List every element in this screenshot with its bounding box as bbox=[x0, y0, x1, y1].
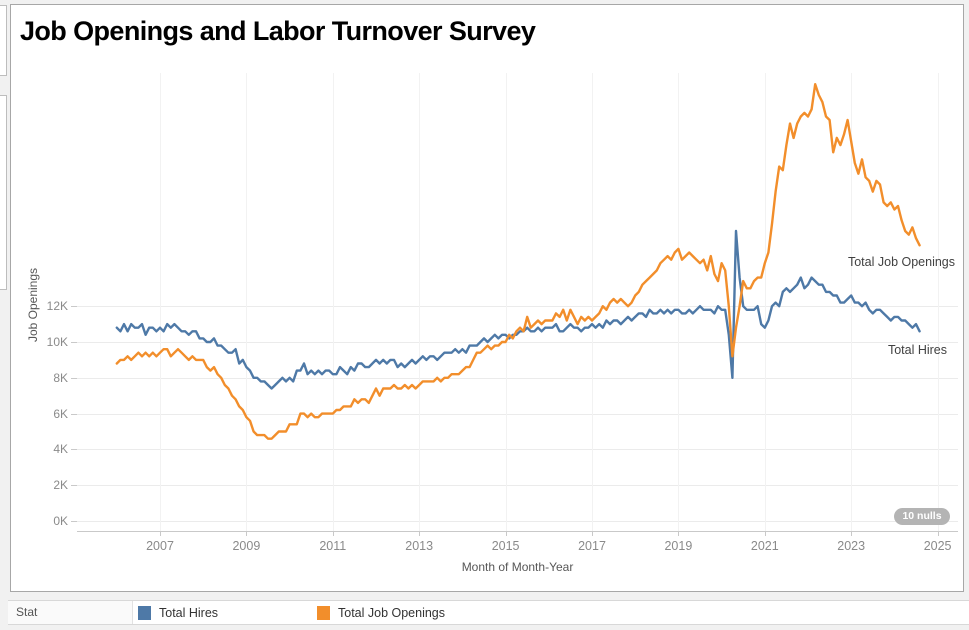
gridline-vertical bbox=[246, 73, 248, 531]
y-axis-tick-mark bbox=[71, 449, 77, 451]
gridline-vertical bbox=[592, 73, 593, 531]
legend-label: Total Hires bbox=[159, 605, 219, 620]
x-axis-tick-mark bbox=[851, 531, 853, 536]
x-axis-tick-label: 2023 bbox=[837, 539, 866, 553]
series-line-total-hires[interactable] bbox=[115, 229, 921, 390]
x-axis-tick-label: 2011 bbox=[319, 539, 347, 553]
series-line-total-job-openings[interactable] bbox=[115, 82, 921, 440]
y-axis-tick-mark bbox=[71, 521, 77, 522]
x-axis-tick-mark bbox=[937, 531, 939, 536]
y-axis-tick-mark bbox=[71, 306, 77, 308]
x-axis-tick-label: 2013 bbox=[405, 539, 434, 553]
chart-title: Job Openings and Labor Turnover Survey bbox=[20, 16, 536, 46]
x-axis-tick-mark bbox=[160, 531, 161, 536]
gridline-vertical bbox=[937, 73, 939, 531]
gridline-horizontal bbox=[77, 377, 958, 379]
y-axis-tick-mark bbox=[71, 485, 77, 487]
x-axis-tick-mark bbox=[505, 531, 507, 536]
y-axis-tick-label: 10K bbox=[46, 335, 68, 349]
gridline-horizontal bbox=[77, 413, 958, 415]
gridline-horizontal bbox=[77, 342, 958, 343]
legend-item-total-job-openings[interactable]: Total Job Openings bbox=[317, 601, 445, 624]
x-axis-line bbox=[77, 531, 958, 532]
gridline-vertical bbox=[851, 73, 853, 531]
gridline-horizontal bbox=[77, 521, 958, 522]
x-axis-tick-mark bbox=[764, 531, 766, 536]
x-axis-tick-label: 2007 bbox=[146, 539, 174, 553]
x-axis-tick-label: 2021 bbox=[750, 539, 779, 553]
y-axis-tick-label: 12K bbox=[46, 299, 68, 314]
legend-row: Stat Total Hires Total Job Openings bbox=[8, 600, 969, 625]
x-axis-tick-mark bbox=[419, 531, 421, 536]
y-axis-tick-mark bbox=[71, 413, 77, 415]
x-axis-title: Month of Month-Year bbox=[461, 560, 574, 574]
y-axis-tick-label: 2K bbox=[53, 478, 68, 493]
y-axis-tick-label: 0K bbox=[53, 514, 68, 528]
x-axis-tick-label: 2019 bbox=[664, 539, 693, 553]
legend-swatch bbox=[317, 605, 330, 620]
series-label-total-hires: Total Hires bbox=[887, 343, 947, 357]
x-axis-tick-mark bbox=[332, 531, 334, 536]
x-axis-tick-label: 2009 bbox=[232, 539, 261, 553]
null-indicator-badge[interactable]: 10 nulls bbox=[894, 508, 950, 525]
gridline-horizontal bbox=[77, 485, 958, 487]
x-axis-tick-label: 2017 bbox=[578, 539, 606, 553]
gridline-horizontal bbox=[77, 306, 958, 308]
x-axis-tick-label: 2025 bbox=[923, 539, 952, 553]
legend-label: Total Job Openings bbox=[338, 605, 446, 620]
left-panel-fragment-top bbox=[0, 5, 7, 76]
y-axis-tick-mark bbox=[71, 377, 77, 379]
legend-row-label: Stat bbox=[8, 601, 133, 624]
y-axis-title: Job Openings bbox=[26, 267, 40, 343]
gridline-horizontal bbox=[77, 449, 958, 451]
y-axis-tick-mark bbox=[71, 342, 77, 343]
y-axis-tick-label: 4K bbox=[53, 442, 68, 457]
x-axis-tick-mark bbox=[678, 531, 680, 536]
series-label-total-job-openings: Total Job Openings bbox=[847, 255, 955, 269]
legend-swatch bbox=[138, 605, 151, 620]
x-axis-tick-mark bbox=[246, 531, 248, 536]
x-axis-tick-mark bbox=[592, 531, 593, 536]
gridline-vertical bbox=[505, 73, 507, 531]
x-axis-tick-label: 2015 bbox=[491, 539, 520, 553]
chart-panel bbox=[10, 4, 964, 592]
gridline-vertical bbox=[678, 73, 680, 531]
gridline-vertical bbox=[419, 73, 421, 531]
gridline-vertical bbox=[764, 73, 766, 531]
left-panel-fragment-bottom bbox=[0, 95, 7, 290]
y-axis-tick-label: 6K bbox=[53, 406, 68, 421]
gridline-vertical bbox=[160, 73, 161, 531]
gridline-vertical bbox=[332, 73, 334, 531]
legend-item-total-hires[interactable]: Total Hires bbox=[138, 601, 218, 624]
y-axis-tick-label: 8K bbox=[53, 370, 68, 385]
